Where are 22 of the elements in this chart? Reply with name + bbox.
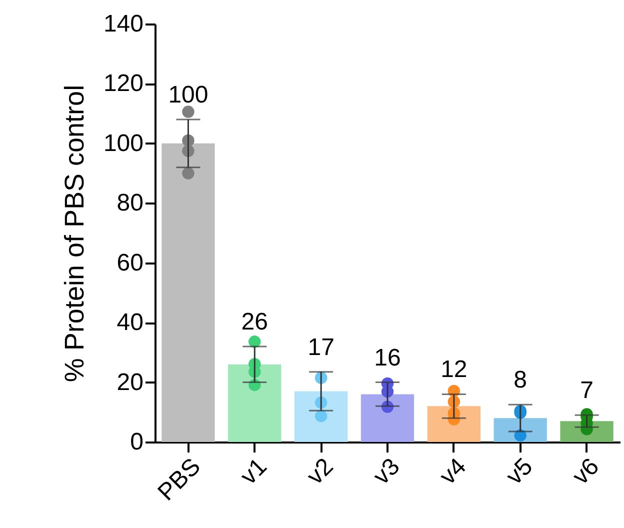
- data-label: 12: [440, 356, 468, 384]
- x-tick-label: v4: [434, 453, 472, 490]
- x-tick-label: v1: [235, 453, 272, 490]
- y-tick-label: 20: [116, 368, 144, 396]
- data-label: 17: [308, 334, 334, 361]
- y-tick-label: 0: [130, 428, 144, 456]
- data-label: 100: [168, 82, 208, 109]
- data-label: 26: [241, 308, 268, 336]
- data-label: 16: [374, 344, 401, 372]
- data-label: 7: [580, 377, 594, 404]
- y-tick-label: 140: [103, 10, 144, 38]
- y-tick-label: 100: [103, 130, 144, 157]
- x-tick-label: v5: [501, 453, 538, 490]
- data-label: 8: [514, 366, 528, 394]
- y-tick-label: 60: [116, 249, 144, 276]
- y-tick-label: 120: [103, 70, 144, 98]
- y-tick-label: 80: [116, 190, 144, 217]
- x-tick-label: v6: [567, 453, 604, 490]
- y-tick-label: 40: [116, 309, 144, 336]
- y-axis-title: % Protein of PBS control: [59, 84, 90, 382]
- x-tick-label: v2: [302, 453, 339, 490]
- x-tick-label: v3: [368, 453, 406, 490]
